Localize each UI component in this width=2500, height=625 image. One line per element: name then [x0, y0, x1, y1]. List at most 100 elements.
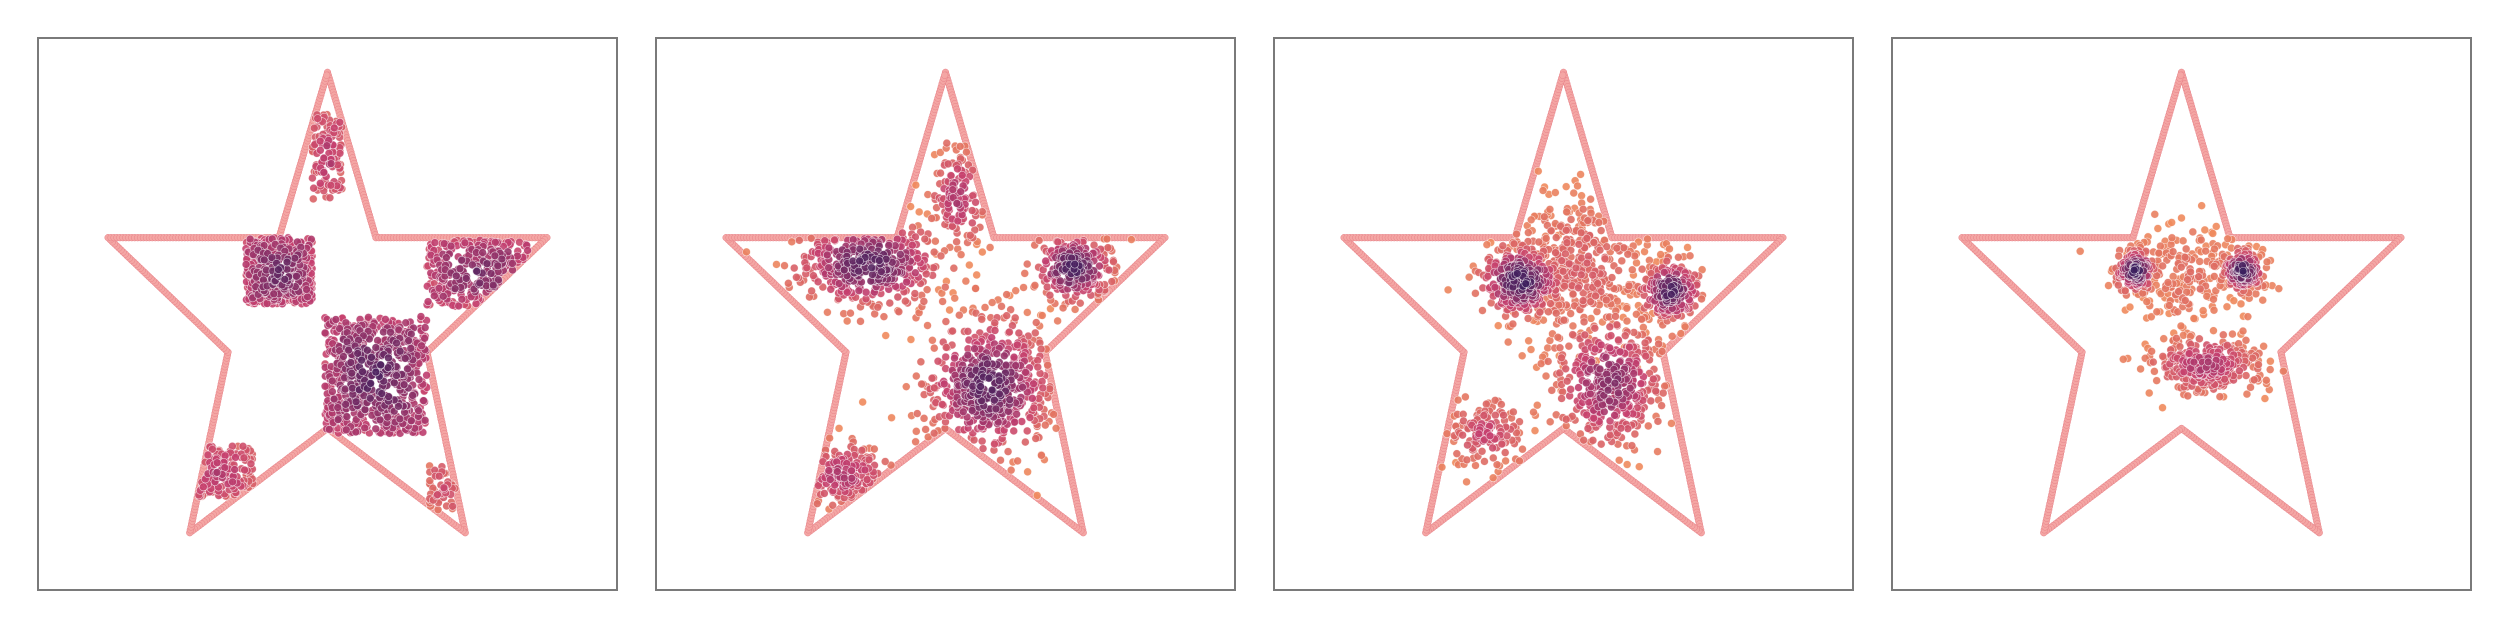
- sample-point: [1023, 308, 1032, 317]
- sample-point: [985, 243, 995, 252]
- sample-point: [955, 142, 965, 151]
- sample-point: [919, 297, 929, 306]
- sample-point: [1013, 340, 1022, 350]
- sample-point: [834, 424, 844, 433]
- sample-point: [936, 251, 946, 261]
- sample-point: [933, 356, 943, 366]
- sample-point: [1107, 277, 1117, 286]
- sample-point: [846, 308, 855, 318]
- sample-point: [825, 433, 834, 443]
- sample-point: [448, 502, 457, 511]
- sample-point: [371, 343, 381, 352]
- sample-point: [434, 284, 444, 293]
- sample-point: [346, 358, 356, 367]
- sample-point: [327, 376, 337, 386]
- sample-point: [400, 354, 410, 363]
- sample-point: [1034, 236, 1044, 245]
- sample-point: [820, 489, 829, 498]
- sample-point: [968, 218, 977, 228]
- sample-point: [978, 247, 987, 257]
- sample-point: [371, 367, 381, 377]
- sample-point: [877, 267, 886, 276]
- sample-point: [1622, 460, 1632, 469]
- sample-point: [497, 254, 507, 264]
- sample-point: [1012, 409, 1021, 419]
- sample-point: [884, 241, 894, 250]
- sample-point: [269, 289, 279, 299]
- sample-point: [420, 416, 430, 425]
- sample-point: [1109, 257, 1118, 266]
- sample-point: [1049, 410, 1058, 419]
- sample-point: [333, 403, 342, 412]
- sample-point: [302, 285, 311, 294]
- scatter-panel-1: [37, 37, 618, 591]
- sample-point: [383, 412, 392, 422]
- sample-point: [953, 164, 962, 174]
- sample-point: [1070, 305, 1080, 314]
- sample-point: [927, 373, 937, 383]
- sample-point: [802, 263, 812, 273]
- sample-point: [422, 370, 431, 380]
- sample-point: [809, 271, 818, 280]
- sample-point: [1053, 316, 1062, 326]
- scatter-plot-2: [722, 68, 1169, 537]
- sample-point: [1530, 426, 1540, 435]
- sample-point: [420, 323, 430, 332]
- sample-point: [1005, 395, 1015, 404]
- boundary-point: [941, 71, 949, 79]
- sample-point: [367, 353, 376, 362]
- sample-point: [928, 336, 937, 345]
- sample-point: [824, 243, 834, 253]
- sample-point: [493, 261, 503, 271]
- sample-point: [1009, 352, 1019, 362]
- sample-point: [1033, 362, 1043, 372]
- sample-point: [1006, 465, 1016, 475]
- sample-point: [1036, 344, 1046, 354]
- sample-point: [240, 465, 249, 475]
- sample-point: [212, 468, 222, 477]
- sample-point: [455, 264, 465, 273]
- sample-point: [320, 382, 330, 391]
- sample-point: [371, 424, 381, 434]
- sample-point: [366, 394, 375, 403]
- sample-point: [433, 505, 443, 515]
- sample-point: [943, 159, 953, 169]
- sample-point: [824, 263, 833, 273]
- sample-point: [833, 467, 842, 476]
- sample-point: [1635, 462, 1644, 471]
- sample-point: [399, 380, 409, 389]
- sample-point: [353, 349, 362, 358]
- sample-point: [1127, 235, 1136, 244]
- sample-point: [383, 363, 393, 372]
- sample-point: [914, 207, 924, 217]
- sample-point: [858, 397, 867, 407]
- sample-point: [920, 234, 930, 244]
- sample-point: [948, 326, 957, 336]
- sample-point: [942, 138, 952, 148]
- sample-point: [394, 402, 403, 411]
- sample-point: [806, 233, 816, 243]
- sample-point: [212, 458, 222, 467]
- sample-point: [425, 476, 435, 485]
- sample-point: [335, 148, 345, 158]
- sample-point: [969, 435, 979, 445]
- sample-point: [274, 265, 283, 274]
- sample-point: [977, 436, 987, 446]
- sample-point: [938, 400, 947, 409]
- sample-point: [956, 187, 965, 196]
- sample-point: [1014, 328, 1024, 338]
- sample-point: [1051, 424, 1061, 433]
- sample-point: [468, 260, 477, 270]
- sample-point: [936, 148, 945, 157]
- sample-point: [913, 254, 922, 263]
- sample-point: [267, 253, 277, 262]
- sample-point: [439, 292, 448, 301]
- sample-point: [828, 501, 837, 510]
- sample-point: [358, 367, 367, 377]
- sample-point: [325, 425, 334, 434]
- sample-point: [927, 214, 936, 223]
- sample-point: [292, 272, 301, 281]
- sample-point: [351, 427, 361, 437]
- sample-point: [1010, 313, 1020, 323]
- sample-point: [357, 355, 366, 365]
